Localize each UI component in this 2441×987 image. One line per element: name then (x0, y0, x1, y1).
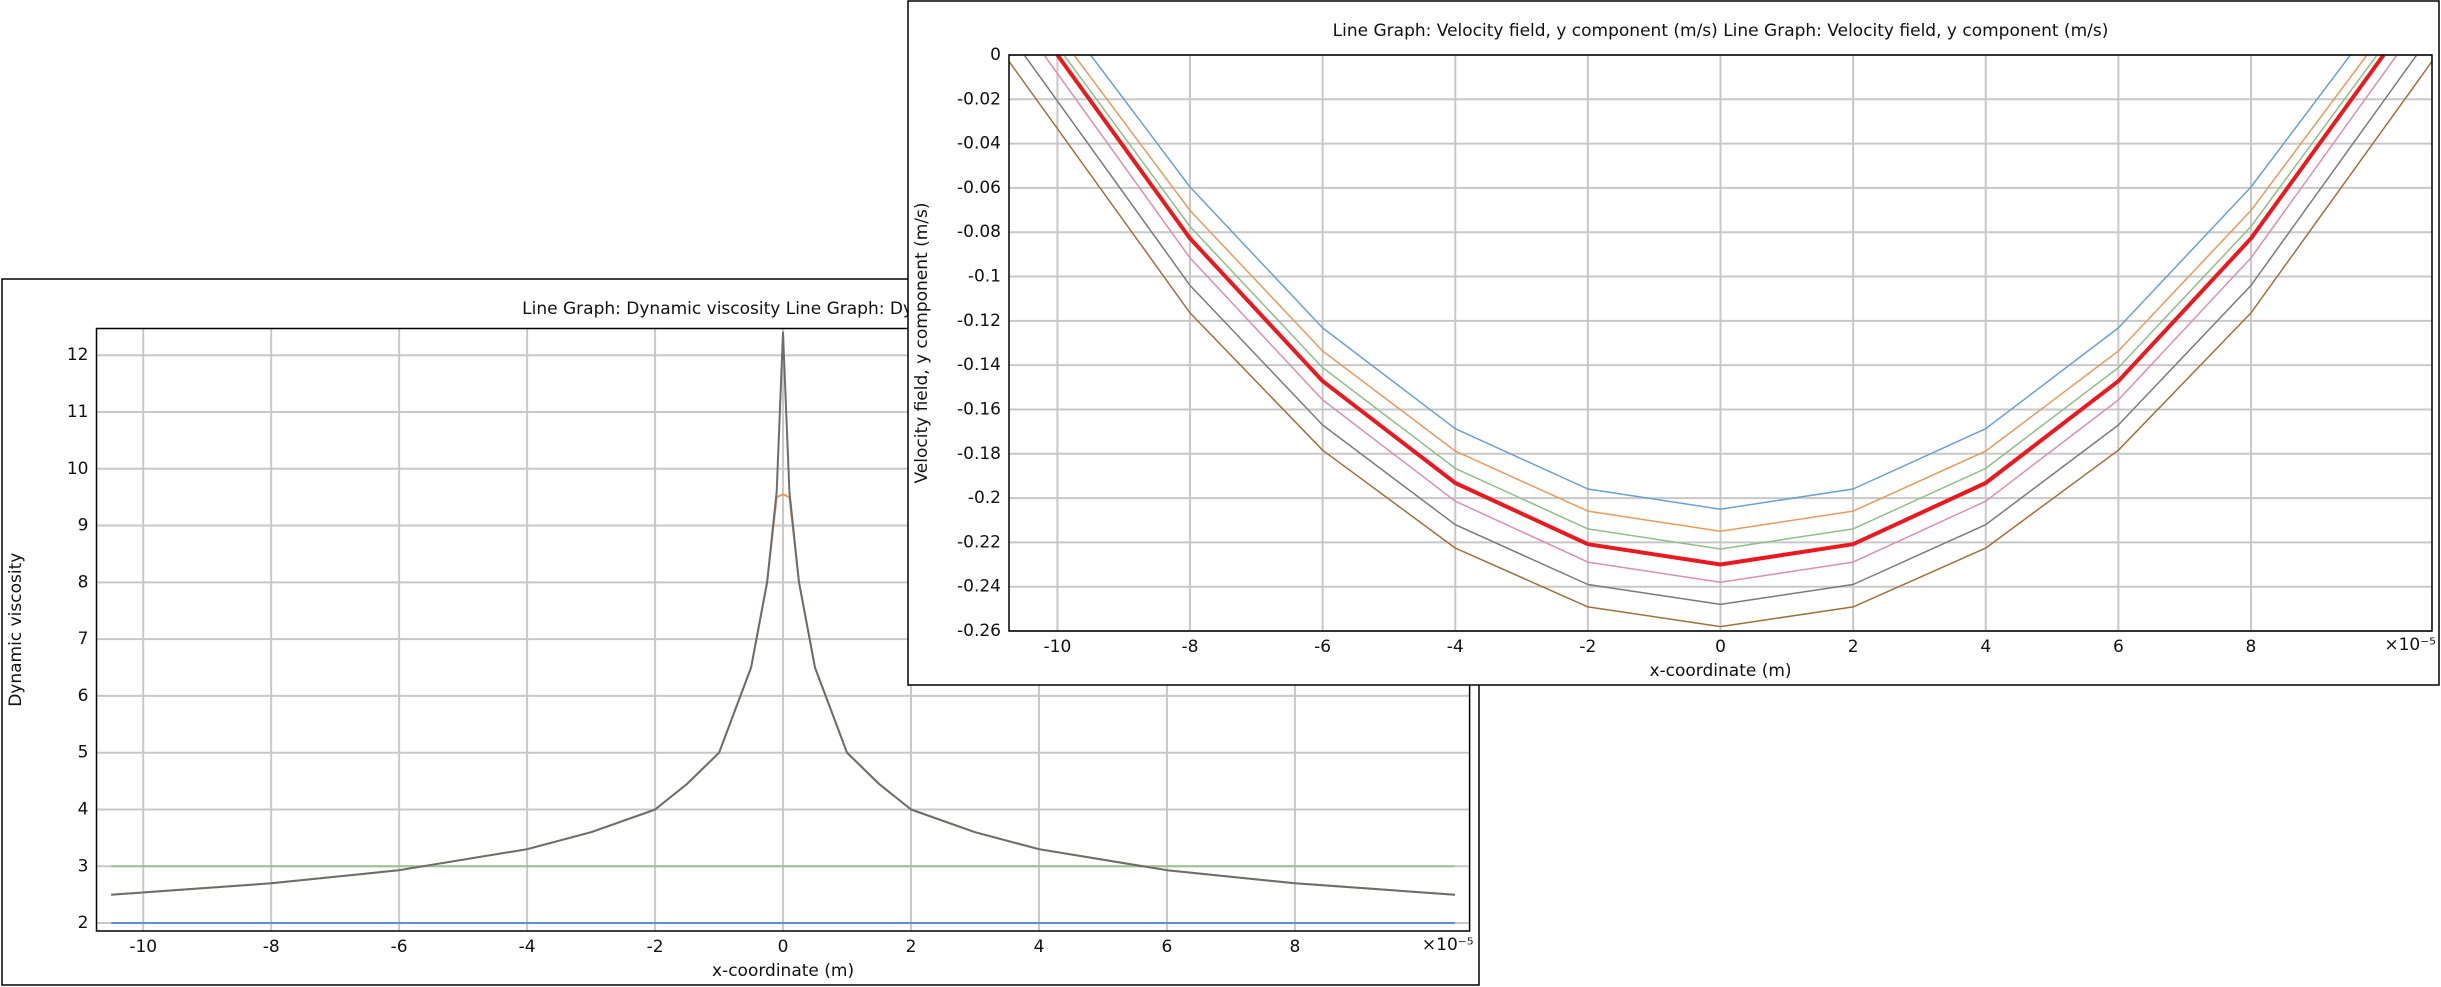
x-tick-label: 0 (778, 937, 789, 957)
x-tick-label: 4 (1034, 937, 1045, 957)
data-line (1023, 55, 2418, 606)
x-tick-label: 8 (1290, 937, 1301, 957)
x-exponent: ×10⁻⁵ (2384, 635, 2436, 655)
x-tick-label: -10 (1044, 637, 1072, 657)
y-axis-label: Velocity field, y component (m/s) (912, 202, 932, 483)
y-tick-label: -0.02 (957, 89, 1001, 109)
y-tick-label: 5 (78, 743, 89, 763)
x-tick-label: -6 (391, 937, 408, 957)
chart-title: Line Graph: Velocity field, y component … (1333, 21, 2109, 41)
data-line (1055, 55, 2386, 567)
y-tick-label: -0.24 (957, 577, 1001, 597)
y-tick-label: 3 (78, 856, 89, 876)
y-tick-label: -0.04 (957, 134, 1001, 154)
series-group (1009, 55, 2432, 628)
y-tick-label: 7 (78, 629, 89, 649)
y-tick-label: 8 (78, 572, 89, 592)
x-tick-label: -8 (1182, 637, 1199, 657)
y-tick-label: -0.12 (957, 311, 1001, 331)
data-line (1090, 55, 2351, 510)
x-tick-label: 2 (1848, 637, 1859, 657)
plot-border (1008, 54, 2433, 632)
x-tick-label: -2 (1579, 637, 1596, 657)
y-tick-label: 2 (78, 913, 89, 933)
y-tick-label: 9 (78, 516, 89, 536)
series-group (111, 331, 1455, 924)
x-tick-label: 6 (1162, 937, 1173, 957)
y-tick-label: 10 (67, 459, 89, 479)
x-tick-label: -6 (1314, 637, 1331, 657)
x-tick-label: 2 (906, 937, 917, 957)
x-tick-label: 4 (1980, 637, 1991, 657)
y-tick-label: -0.2 (968, 488, 1001, 508)
x-tick-label: -4 (519, 937, 536, 957)
data-line (1009, 60, 2432, 628)
x-tick-label: -2 (647, 937, 664, 957)
y-axis-label: Dynamic viscosity (6, 553, 26, 707)
y-tick-label: 11 (67, 402, 89, 422)
x-tick-label: -10 (129, 937, 157, 957)
y-tick-label: -0.26 (957, 621, 1001, 641)
chart-window: Line Graph: Velocity field, y component … (907, 0, 2440, 686)
y-tick-label: 6 (78, 686, 89, 706)
y-tick-label: 12 (67, 345, 89, 365)
y-tick-label: -0.18 (957, 444, 1001, 464)
y-tick-label: -0.14 (957, 355, 1001, 375)
x-axis-label: x-coordinate (m) (1649, 661, 1791, 681)
data-line (1063, 55, 2378, 550)
x-tick-label: 8 (2246, 637, 2257, 657)
y-tick-label: 0 (990, 45, 1001, 65)
y-tick-label: -0.16 (957, 399, 1001, 419)
y-tick-label: -0.08 (957, 222, 1001, 242)
y-tick-label: -0.22 (957, 532, 1001, 552)
x-tick-label: -8 (263, 937, 280, 957)
y-tick-label: 4 (78, 799, 89, 819)
data-line (1043, 55, 2398, 584)
x-axis-label: x-coordinate (m) (712, 961, 854, 981)
x-tick-label: 6 (2113, 637, 2124, 657)
x-exponent: ×10⁻⁵ (1422, 935, 1474, 955)
y-tick-label: -0.1 (968, 267, 1001, 287)
y-tick-label: -0.06 (957, 178, 1001, 198)
window-frame (907, 0, 2440, 686)
x-tick-label: -4 (1447, 637, 1464, 657)
x-tick-label: 0 (1715, 637, 1726, 657)
data-line (1073, 55, 2368, 533)
data-line (111, 331, 1455, 896)
